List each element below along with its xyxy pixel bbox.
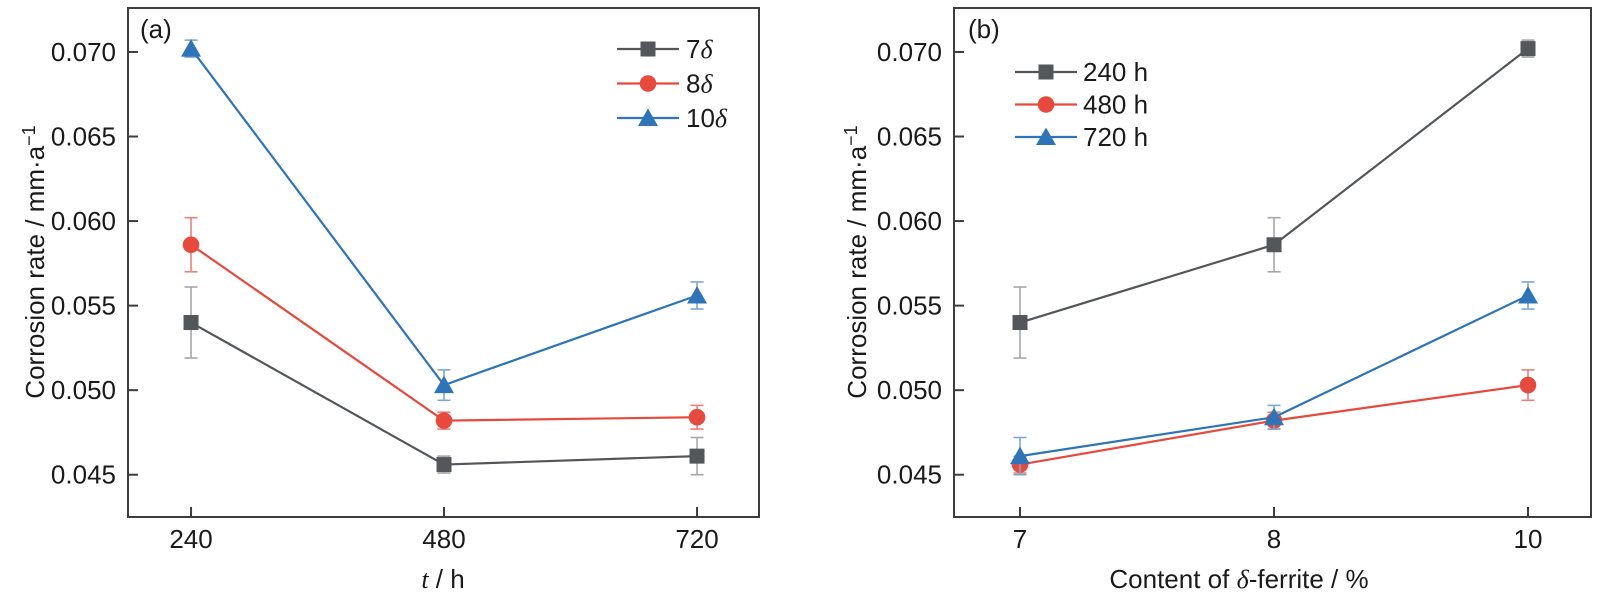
panel-b-series-2-marker-0 — [1009, 446, 1030, 465]
panel-a-legend-item-2-label: 10δ — [686, 103, 728, 133]
panel-a-ytick-label-0: 0.045 — [51, 460, 116, 490]
panel-a-ylabel: Corrosion rate / mm·a−1 — [19, 125, 50, 398]
panel-b-legend-item-1-marker — [1037, 96, 1055, 113]
panel-b-series-2-line — [1019, 294, 1529, 458]
panel-a-series-1-marker-2 — [688, 408, 706, 426]
panel-a-ytick-label-2: 0.055 — [51, 291, 116, 321]
panel-b-series-2-marker-2 — [1518, 285, 1539, 304]
panel-b-series-0-marker-2 — [1520, 41, 1536, 57]
panel-a-legend-item-1-label: 8δ — [686, 69, 713, 99]
panel-a-ytick-label-4: 0.065 — [51, 122, 116, 152]
panel-a: 0.045 0.050 0.055 0.060 0.065 0.070 240 480 720 (… — [19, 7, 760, 594]
panel-b-series-0-marker-0 — [1012, 315, 1028, 331]
panel-a-series-2 — [181, 39, 708, 402]
panel-a-ytick-label-5: 0.070 — [51, 37, 116, 67]
panel-a-xlabel: t / h — [421, 564, 464, 594]
panel-a-legend-item-0-marker — [640, 41, 656, 57]
panel-b-xtick-label-2: 10 — [1514, 524, 1543, 554]
panel-a-legend: 7δ 8δ 10δ — [617, 34, 728, 133]
panel-a-series-1 — [182, 216, 706, 430]
panel-b-ylabel: Corrosion rate / mm·a−1 — [841, 125, 872, 398]
panel-b-series-2 — [1009, 281, 1539, 476]
panel-a-xtick-label-2: 720 — [675, 524, 718, 554]
panel-b-ytick-label-2: 0.055 — [877, 291, 942, 321]
panel-b-xlabel: Content of δ-ferrite / % — [1109, 564, 1368, 594]
panel-a-legend-item-0-label: 7δ — [686, 34, 713, 64]
panel-a-ytick-label-3: 0.060 — [51, 206, 116, 236]
panel-b-series-0-marker-1 — [1266, 237, 1282, 253]
panel-a-legend-item-1-marker — [639, 75, 657, 92]
panel-a-series-2-marker-2 — [687, 285, 708, 304]
panel-b-series-2-marker-1 — [1264, 407, 1285, 426]
panel-a-series-0-marker-2 — [689, 448, 705, 464]
panel-a-series-0-marker-1 — [436, 457, 452, 473]
panel-a-series-2-line — [190, 47, 698, 387]
panel-b: 0.045 0.050 0.055 0.060 0.065 0.070 7 8 10 (b) Cor… — [841, 7, 1592, 594]
panel-a-series-2-marker-1 — [434, 375, 455, 394]
panel-b-tag: (b) — [968, 14, 1000, 44]
panel-a-xtick-label-1: 480 — [422, 524, 465, 554]
panel-b-legend-item-2-label: 720 h — [1083, 122, 1148, 152]
panel-a-legend-item-2-marker — [638, 108, 658, 126]
panel-b-legend-item-2-marker — [1036, 127, 1056, 145]
panel-b-ytick-label-4: 0.065 — [877, 122, 942, 152]
panel-b-xtick-label-0: 7 — [1013, 524, 1027, 554]
panel-a-series-0 — [183, 286, 705, 476]
panel-b-legend-item-0-label: 240 h — [1083, 57, 1148, 87]
panel-a-series-1-marker-0 — [182, 236, 200, 254]
panel-b-xtick-label-1: 8 — [1267, 524, 1281, 554]
panel-b-series-1-marker-2 — [1519, 376, 1537, 394]
panel-b-ytick-label-3: 0.060 — [877, 206, 942, 236]
panel-a-series-1-marker-1 — [435, 412, 453, 429]
panel-a-series-2-marker-0 — [181, 39, 202, 57]
panel-a-series-0-marker-0 — [183, 315, 199, 331]
panel-b-ytick-label-5: 0.070 — [877, 37, 942, 67]
panel-b-ytick-label-0: 0.045 — [877, 460, 942, 490]
panel-a-ytick-label-1: 0.050 — [51, 375, 116, 405]
panel-a-xtick-label-0: 240 — [169, 524, 212, 554]
panel-b-ytick-label-1: 0.050 — [877, 375, 942, 405]
panel-b-legend-item-1-label: 480 h — [1083, 90, 1148, 120]
panel-a-tag: (a) — [140, 14, 172, 44]
panel-b-plot-border — [953, 7, 1592, 518]
panel-b-legend-item-0-marker — [1038, 64, 1054, 80]
panel-b-series-0 — [1012, 39, 1536, 359]
